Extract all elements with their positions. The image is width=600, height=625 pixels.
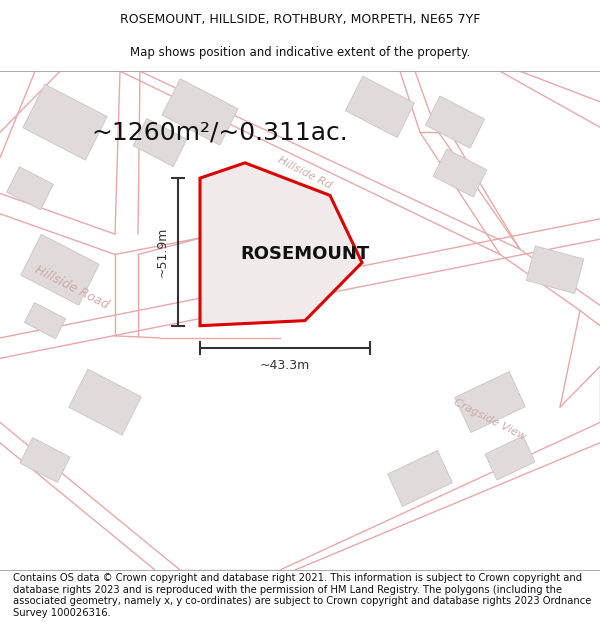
Polygon shape bbox=[7, 167, 53, 210]
Polygon shape bbox=[526, 246, 584, 294]
Polygon shape bbox=[25, 302, 65, 339]
Polygon shape bbox=[236, 177, 304, 241]
Polygon shape bbox=[282, 223, 338, 276]
Text: Cragside View: Cragside View bbox=[452, 397, 527, 442]
Polygon shape bbox=[425, 96, 485, 148]
Polygon shape bbox=[69, 369, 141, 435]
Text: ROSEMOUNT: ROSEMOUNT bbox=[241, 246, 370, 264]
Text: ~1260m²/~0.311ac.: ~1260m²/~0.311ac. bbox=[92, 121, 349, 144]
Polygon shape bbox=[388, 451, 452, 506]
Text: Contains OS data © Crown copyright and database right 2021. This information is : Contains OS data © Crown copyright and d… bbox=[13, 573, 592, 618]
Polygon shape bbox=[133, 119, 187, 166]
Text: Hillside Road: Hillside Road bbox=[33, 262, 111, 311]
Polygon shape bbox=[162, 79, 238, 145]
Polygon shape bbox=[23, 84, 107, 160]
Polygon shape bbox=[433, 149, 487, 197]
Polygon shape bbox=[21, 234, 99, 305]
Polygon shape bbox=[200, 163, 362, 326]
Polygon shape bbox=[20, 438, 70, 483]
Polygon shape bbox=[455, 372, 525, 432]
Text: ~51.9m: ~51.9m bbox=[155, 227, 169, 277]
Text: Map shows position and indicative extent of the property.: Map shows position and indicative extent… bbox=[130, 46, 470, 59]
Text: Hillside Rd: Hillside Rd bbox=[277, 155, 334, 191]
Polygon shape bbox=[346, 76, 415, 138]
Text: ROSEMOUNT, HILLSIDE, ROTHBURY, MORPETH, NE65 7YF: ROSEMOUNT, HILLSIDE, ROTHBURY, MORPETH, … bbox=[120, 14, 480, 26]
Text: ~43.3m: ~43.3m bbox=[260, 359, 310, 372]
Polygon shape bbox=[485, 436, 535, 480]
